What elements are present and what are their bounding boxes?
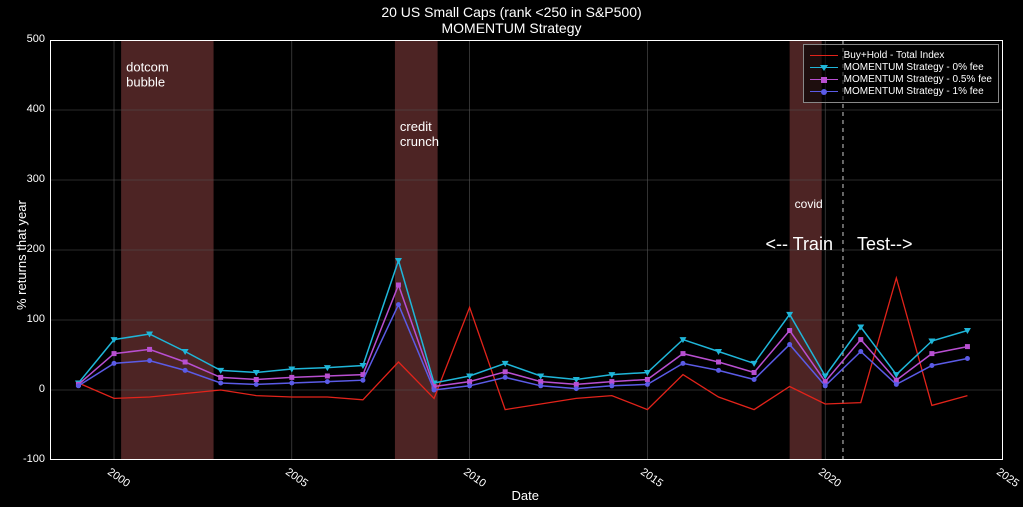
- y-tick-label: 200: [27, 243, 45, 255]
- y-tick-label: 400: [27, 103, 45, 115]
- svg-text:<-- Train: <-- Train: [765, 234, 833, 254]
- svg-text:crunch: crunch: [400, 134, 439, 149]
- legend-item: MOMENTUM Strategy - 0.5% fee: [810, 74, 992, 85]
- svg-text:covid: covid: [795, 197, 823, 211]
- y-tick-label: 100: [27, 313, 45, 325]
- legend-label: MOMENTUM Strategy - 0% fee: [844, 62, 984, 73]
- y-tick-label: 0: [39, 383, 45, 395]
- legend-item: MOMENTUM Strategy - 1% fee: [810, 86, 992, 97]
- x-tick-label: 2025: [994, 466, 1021, 490]
- chart-root: 20 US Small Caps (rank <250 in S&P500) M…: [0, 0, 1023, 507]
- legend: Buy+Hold - Total IndexMOMENTUM Strategy …: [803, 44, 999, 103]
- svg-text:bubble: bubble: [126, 75, 165, 90]
- y-tick-label: -100: [23, 453, 45, 465]
- legend-item: MOMENTUM Strategy - 0% fee: [810, 62, 992, 73]
- legend-label: MOMENTUM Strategy - 1% fee: [844, 86, 984, 97]
- x-tick-label: 2005: [283, 466, 310, 490]
- chart-title-1: 20 US Small Caps (rank <250 in S&P500): [0, 4, 1023, 20]
- svg-text:Test-->: Test-->: [857, 234, 913, 254]
- svg-text:credit: credit: [400, 119, 432, 134]
- svg-text:dotcom: dotcom: [126, 60, 169, 75]
- x-axis-label: Date: [512, 488, 539, 503]
- x-tick-label: 2010: [461, 466, 488, 490]
- y-axis-label: % returns that year: [14, 200, 29, 310]
- x-tick-label: 2015: [639, 466, 666, 490]
- legend-label: MOMENTUM Strategy - 0.5% fee: [844, 74, 992, 85]
- legend-label: Buy+Hold - Total Index: [844, 50, 945, 61]
- x-tick-label: 2020: [816, 466, 843, 490]
- chart-title-2: MOMENTUM Strategy: [0, 20, 1023, 36]
- y-tick-label: 500: [27, 33, 45, 45]
- x-tick-label: 2000: [105, 466, 132, 490]
- plot-area: dotcombubble creditcrunch covid <-- Train Te…: [50, 40, 1003, 460]
- legend-item: Buy+Hold - Total Index: [810, 50, 992, 61]
- y-tick-label: 300: [27, 173, 45, 185]
